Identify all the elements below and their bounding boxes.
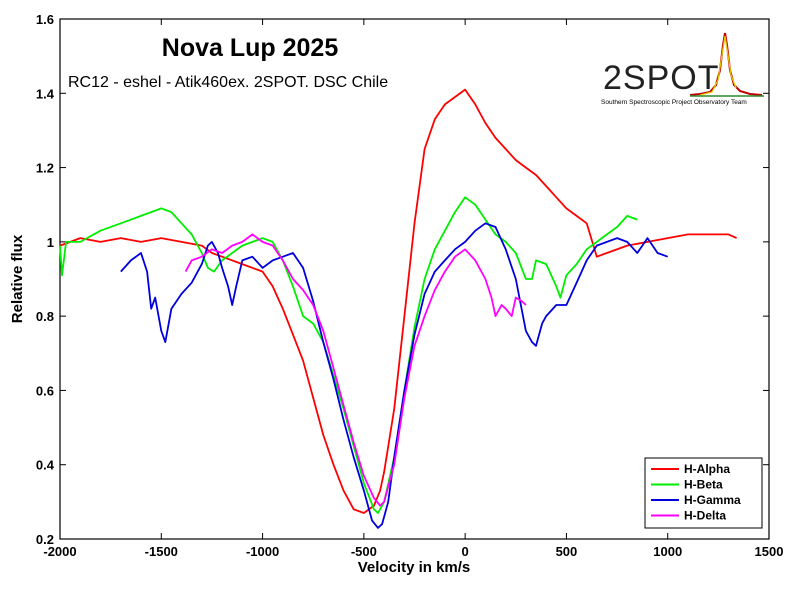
x-axis-title: Velocity in km/s xyxy=(358,559,471,576)
chart-subtitle: RC12 - eshel - Atik460ex. 2SPOT. DSC Chi… xyxy=(68,74,388,91)
logo: 2SPOT Southern Spectroscopic Project Obs… xyxy=(601,32,764,106)
x-tick-label: -1500 xyxy=(145,544,178,559)
y-tick-label: 0.6 xyxy=(36,383,54,398)
chart-title: Nova Lup 2025 xyxy=(162,34,339,62)
y-tick-label: 1.4 xyxy=(36,86,55,101)
legend-label-h-beta: H-Beta xyxy=(684,478,723,492)
legend-label-h-alpha: H-Alpha xyxy=(684,462,730,476)
y-axis-ticks: 0.2 0.4 0.6 0.8 1 1.2 1.4 1.6 xyxy=(36,12,769,547)
x-tick-label: 500 xyxy=(556,544,578,559)
series-line-h-gamma xyxy=(120,222,669,529)
logo-tagline: Southern Spectroscopic Project Observato… xyxy=(601,99,747,106)
series-line-h-alpha xyxy=(59,88,737,514)
logo-spectrum-highlight-icon xyxy=(699,35,737,96)
plot-frame xyxy=(59,18,770,540)
y-axis-title: Relative flux xyxy=(9,234,26,323)
x-tick-label: 1500 xyxy=(755,544,784,559)
series-layer xyxy=(59,88,737,529)
y-tick-label: 1.2 xyxy=(36,161,54,176)
series-line-h-beta xyxy=(59,196,638,514)
x-tick-label: -2000 xyxy=(43,544,76,559)
y-tick-label: 0.8 xyxy=(36,309,54,324)
legend-label-h-delta: H-Delta xyxy=(684,509,726,523)
logo-text: 2SPOT xyxy=(603,59,719,97)
y-tick-label: 0.4 xyxy=(36,458,55,473)
x-tick-label: 0 xyxy=(462,544,469,559)
y-tick-label: 1 xyxy=(47,235,54,250)
x-tick-label: 1000 xyxy=(653,544,682,559)
legend-label-h-gamma: H-Gamma xyxy=(684,493,741,507)
y-tick-label: 1.6 xyxy=(36,12,54,27)
series-line-h-delta xyxy=(184,233,527,507)
x-tick-label: -1000 xyxy=(246,544,279,559)
x-axis-ticks: -2000 -1500 -1000 -500 0 500 1000 1500 xyxy=(43,19,783,559)
x-tick-label: -500 xyxy=(351,544,377,559)
y-tick-label: 0.2 xyxy=(36,532,54,547)
